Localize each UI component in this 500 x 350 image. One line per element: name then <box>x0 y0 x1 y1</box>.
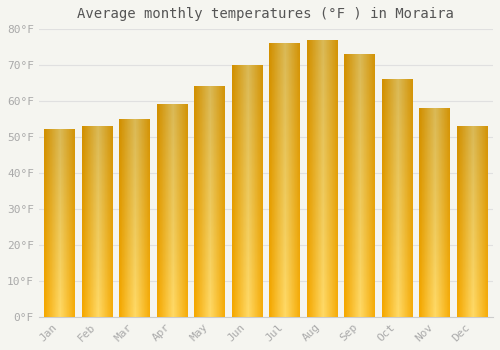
Title: Average monthly temperatures (°F ) in Moraira: Average monthly temperatures (°F ) in Mo… <box>78 7 454 21</box>
